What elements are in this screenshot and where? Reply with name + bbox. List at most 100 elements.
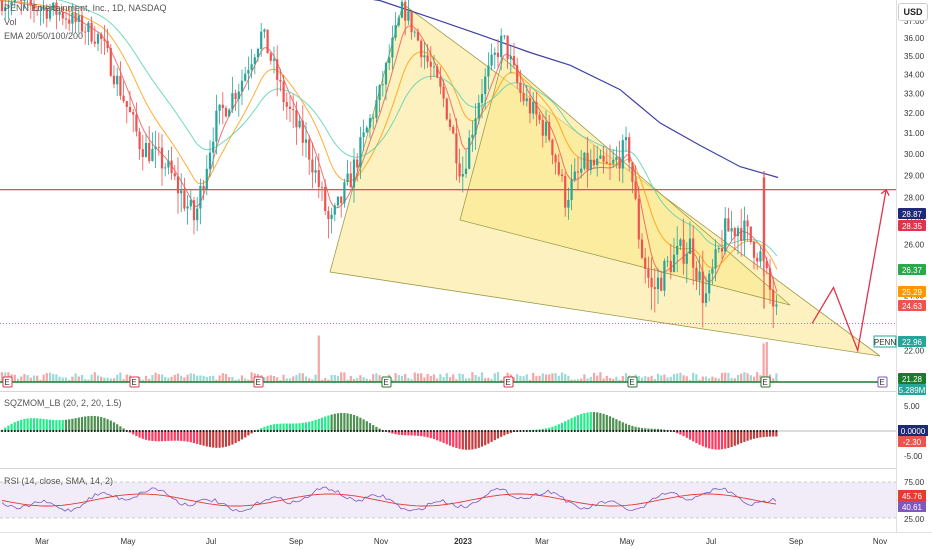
volume-bar [183,377,186,382]
sqz-dot [142,430,144,432]
candle-body [391,37,394,58]
sqz-bar [365,421,368,431]
volume-bar [554,373,557,382]
sqz-dot [513,430,515,432]
sqz-dot [670,430,672,432]
candle-body [180,190,183,194]
price-tick-label: 33.00 [904,89,925,98]
candle-body [720,248,724,252]
sqz-bar [64,419,68,431]
volume-bar [762,343,765,382]
candle-body [660,277,663,291]
volume-bar [487,377,490,382]
sqz-dot [129,430,131,432]
sqz-dot [724,430,726,432]
candle-body [0,0,4,12]
sqz-bar [746,431,749,441]
sqz-bar [736,431,740,445]
sqz-dot [430,430,432,432]
sqz-bar [647,428,650,431]
candle-body [327,211,330,219]
volume-bar [186,374,189,382]
sqz-bar [413,431,416,436]
volume-bar [394,373,397,382]
sqz-bar [327,415,330,431]
candle-body [314,170,317,173]
volume-bar [724,372,727,382]
sqz-bar [141,431,144,439]
volume-bar [474,374,477,382]
sqz-bar [212,431,215,448]
volume-bar [119,372,122,382]
candle-body [298,120,301,128]
sqz-bar [759,431,762,438]
candle-body [384,63,388,85]
candle-body [663,260,666,291]
volume-bar [663,374,666,382]
sqz-bar [77,417,80,431]
volume-bar [660,375,663,382]
sqz-dot [215,430,218,432]
sqz-bar [336,413,340,431]
volume-bar [324,378,327,382]
sqz-bar [244,431,247,438]
sqz-dot [190,430,192,432]
sqz-bar [605,414,608,431]
candle-body [340,196,343,204]
candle-body [608,163,612,165]
sqz-bar [324,416,327,431]
candle-body [567,199,570,208]
ema-200-line [372,0,779,179]
sqz-bar [378,428,381,431]
sqz-dot [676,430,678,432]
sqz-dot [529,430,531,432]
sqz-dot [209,430,211,432]
sqz-dot [116,430,118,432]
volume-bar [420,373,423,382]
candle-body [535,101,538,115]
volume-bar [688,379,692,382]
candle-body [77,15,80,22]
time-tick-label: 2023 [454,537,472,546]
currency-button[interactable]: USD [898,3,928,21]
candle-body [404,1,407,21]
price-tick-label: 36.00 [904,34,925,43]
volume-bar [208,376,212,382]
candle-body [669,260,672,273]
sqz-dot [474,430,477,432]
sqz-dot [538,430,541,432]
sqz-bar [112,422,116,431]
volume-bar [752,376,756,382]
candle-body [282,81,285,103]
sqz-dot [218,430,221,432]
sqz-dot [94,430,96,432]
candle-body [288,106,292,109]
candle-body [154,146,157,150]
sqz-dot [522,430,525,432]
sqz-dot [10,430,13,432]
sqz-dot [1,430,3,432]
sqz-bar [679,431,682,435]
candle-body [564,176,567,208]
time-tick-label: Nov [374,537,388,546]
sqz-dot [4,430,6,432]
volume-bar [423,377,426,382]
candle-body [692,238,695,268]
sqz-dot [260,430,262,432]
sqz-dot [532,430,534,432]
candle-body [381,84,384,86]
sqz-dot [174,430,176,432]
sqz-dot [110,430,112,432]
sqz-bar [628,424,631,431]
candle-body [272,59,276,61]
volume-bar [285,378,288,382]
volume-bar [490,378,493,382]
time-tick-label: Sep [789,537,804,546]
volume-bar [368,379,372,382]
sqz-bar [272,424,276,431]
sqz-bar [445,431,448,445]
volume-bar [205,376,208,382]
sqz-dot [414,430,416,432]
volume-bar [538,375,541,382]
